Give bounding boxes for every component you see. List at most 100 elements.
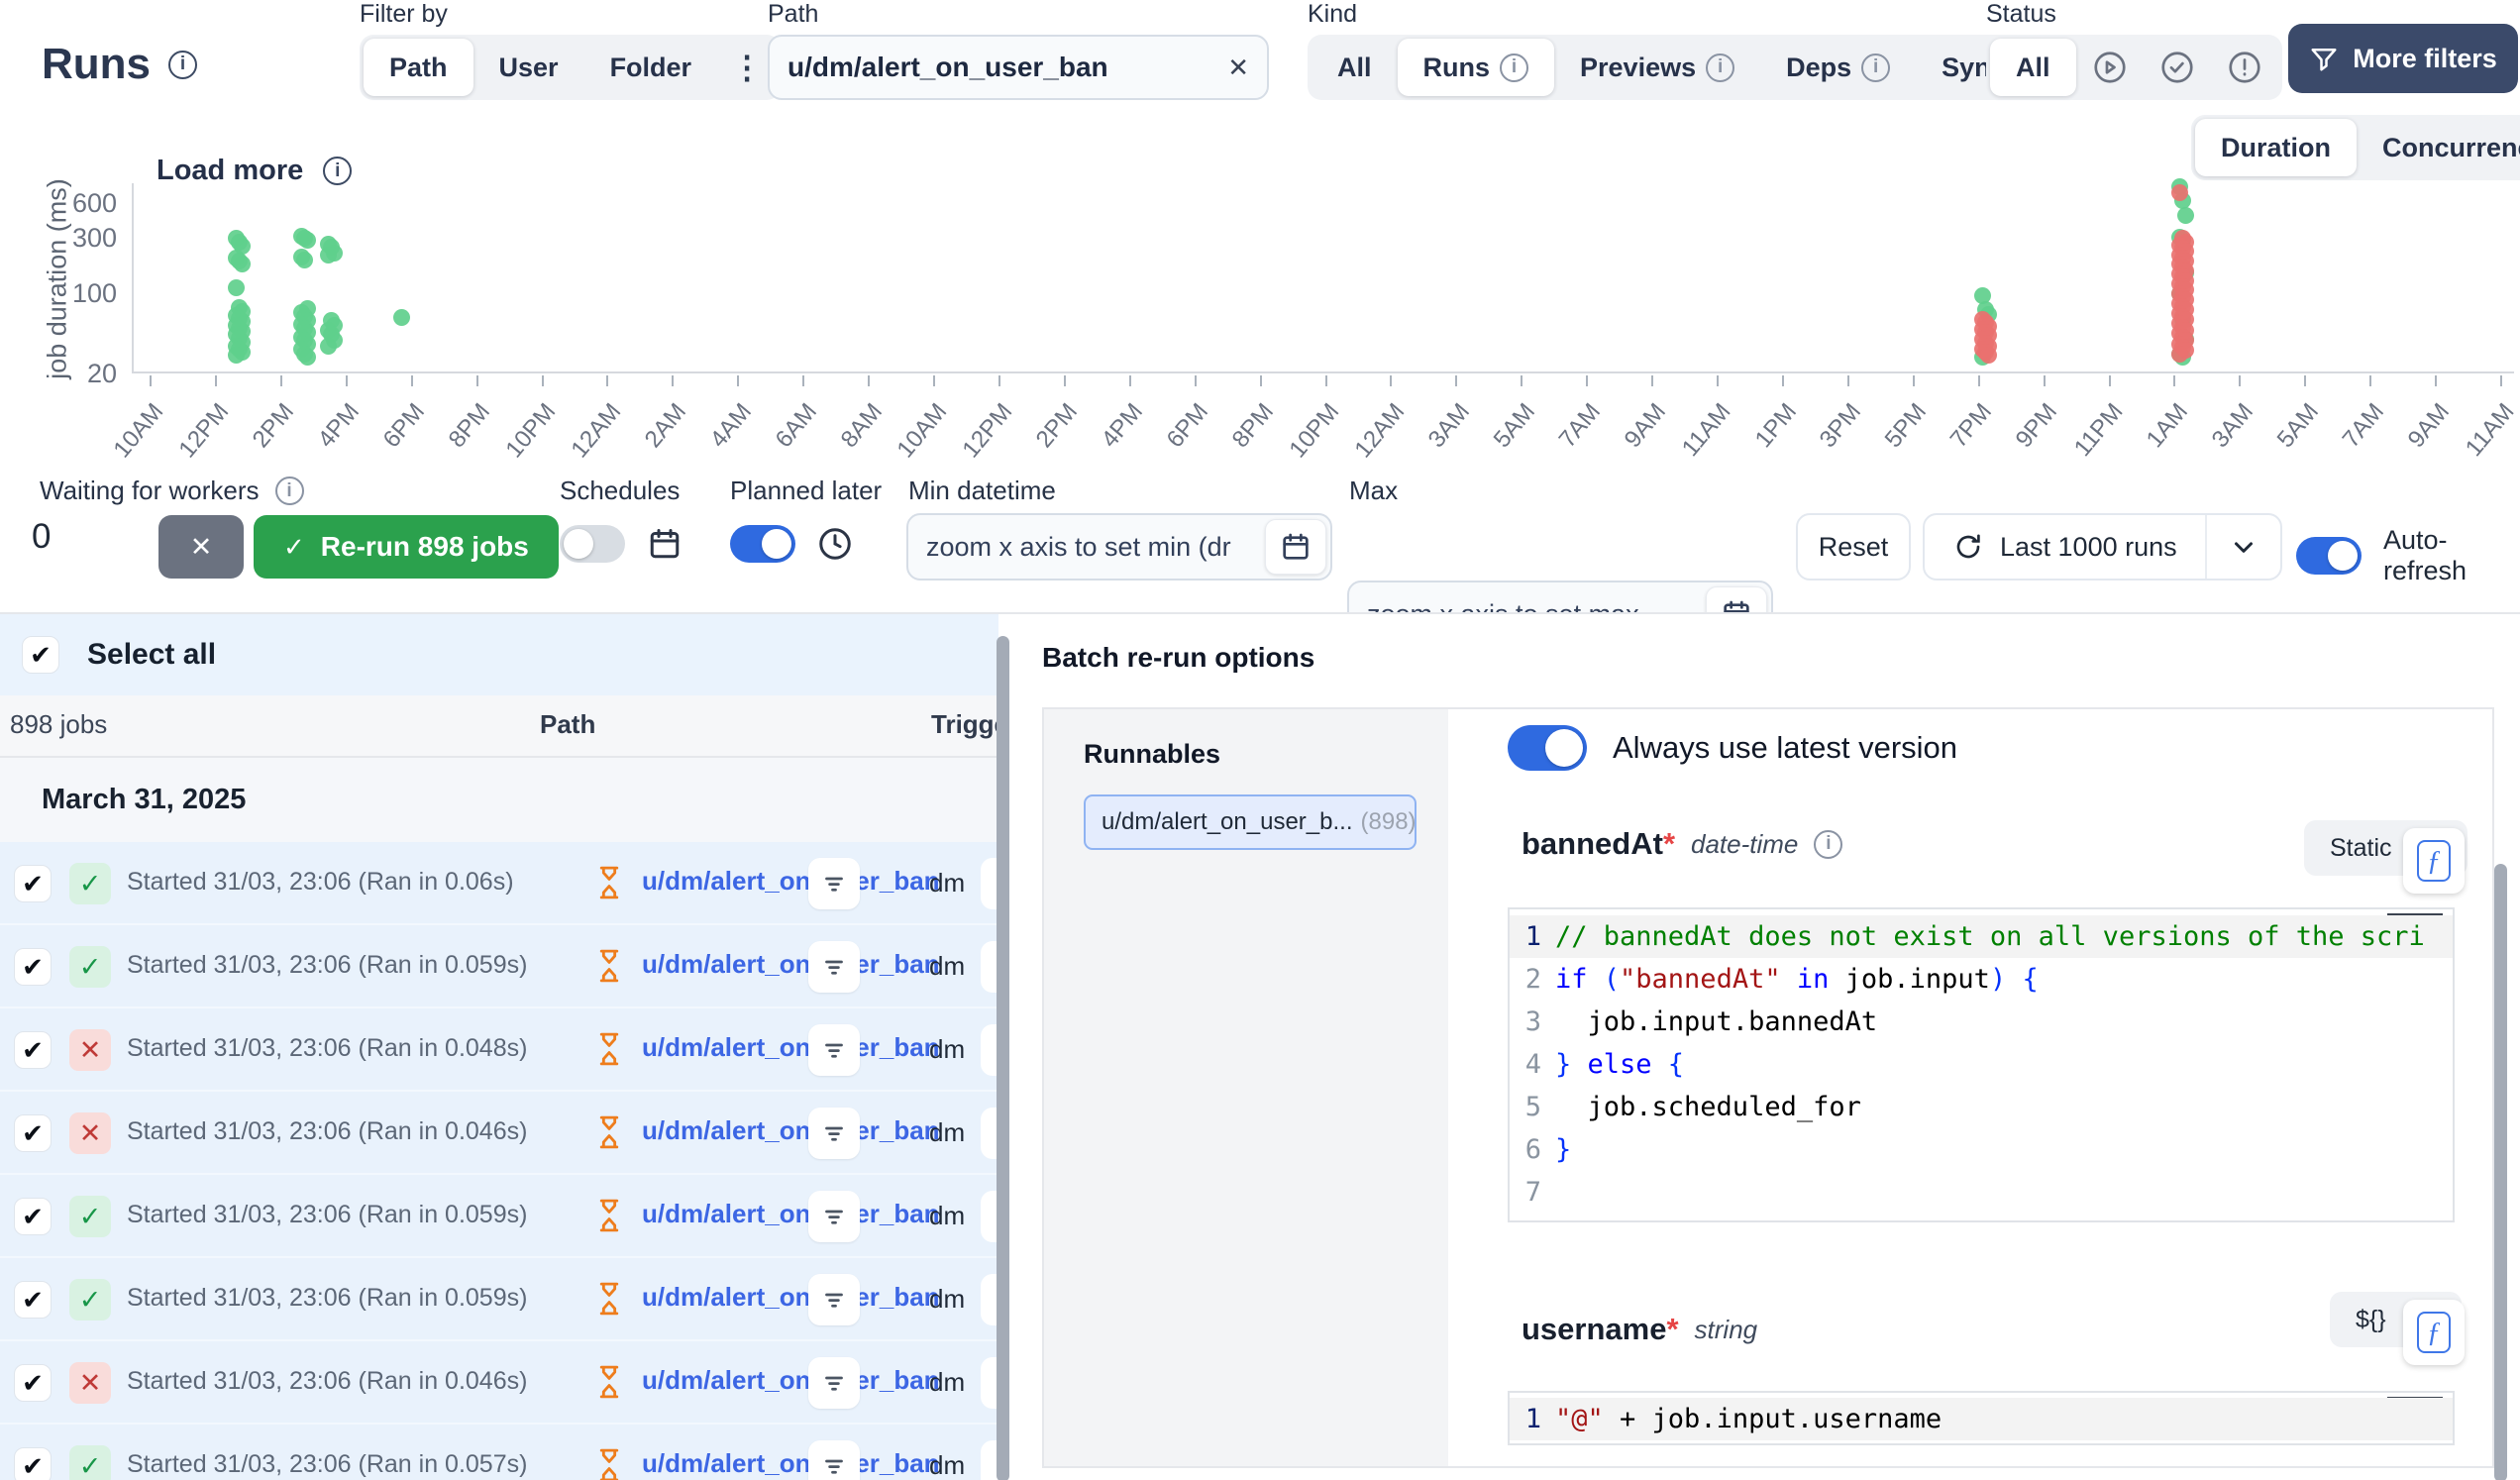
kind-deps-info-icon[interactable]: [1861, 53, 1891, 82]
row-filter-button[interactable]: [808, 1440, 860, 1480]
row-filter-button[interactable]: [808, 1357, 860, 1409]
more-filters-button[interactable]: More filters: [2288, 24, 2518, 93]
table-row[interactable]: ✓ Started 31/03, 23:06 (Ran in 0.057s) u/d…: [0, 1425, 998, 1480]
last-runs-button[interactable]: Last 1000 runs: [1925, 515, 2207, 579]
row-action-button-cut[interactable]: [981, 941, 998, 993]
row-checkbox[interactable]: [14, 1447, 52, 1480]
load-more-info-icon[interactable]: [323, 157, 353, 185]
runnable-chip[interactable]: u/dm/alert_on_user_b... (898): [1084, 794, 1417, 850]
path-filter-input[interactable]: u/dm/alert_on_user_ban: [768, 35, 1269, 100]
row-filter-button[interactable]: [808, 858, 860, 909]
row-path-link[interactable]: u/dm/alert_on_user_ban: [642, 1448, 940, 1478]
run-dot-success[interactable]: [295, 252, 313, 269]
row-filter-button[interactable]: [808, 1274, 860, 1325]
table-row[interactable]: ✓ Started 31/03, 23:06 (Ran in 0.059s) u/d…: [0, 1175, 998, 1258]
row-action-button-cut[interactable]: [981, 858, 998, 909]
row-action-button-cut[interactable]: [981, 1108, 998, 1159]
kind-all[interactable]: All: [1337, 52, 1372, 82]
bannedat-function-mode-button[interactable]: [2403, 828, 2465, 894]
row-checkbox[interactable]: [14, 1114, 52, 1152]
username-function-mode-button[interactable]: [2403, 1300, 2465, 1365]
run-dot-success[interactable]: [227, 279, 245, 297]
row-checkbox[interactable]: [14, 1281, 52, 1319]
table-scrollbar[interactable]: [997, 636, 1009, 1480]
row-filter-button[interactable]: [808, 1108, 860, 1159]
kind-runs[interactable]: Runs: [1397, 39, 1555, 96]
run-dot-failure[interactable]: [2171, 183, 2189, 201]
row-action-button-cut[interactable]: [981, 1440, 998, 1480]
path-filter-clear-icon[interactable]: [1227, 53, 1249, 83]
last-runs-dropdown-button[interactable]: [2207, 515, 2280, 579]
view-concurrency[interactable]: Concurrency: [2382, 132, 2520, 162]
min-datetime-calendar-button[interactable]: [1265, 519, 1326, 575]
bannedat-code-editor[interactable]: 1 // bannedAt does not exist on all versi…: [1508, 907, 2455, 1222]
code-line[interactable]: 5 job.scheduled_for: [1510, 1086, 2453, 1128]
row-checkbox[interactable]: [14, 1031, 52, 1069]
filter-by-folder[interactable]: Folder: [609, 52, 692, 82]
row-path-link[interactable]: u/dm/alert_on_user_ban: [642, 1032, 940, 1062]
row-filter-button[interactable]: [808, 1024, 860, 1076]
row-checkbox[interactable]: [14, 1198, 52, 1235]
code-line[interactable]: 2 if ("bannedAt" in job.input) {: [1510, 958, 2453, 1001]
code-line[interactable]: 3 job.input.bannedAt: [1510, 1001, 2453, 1043]
table-row[interactable]: ✓ Started 31/03, 23:06 (Ran in 0.059s) u/d…: [0, 1258, 998, 1341]
row-checkbox[interactable]: [14, 948, 52, 986]
status-all[interactable]: All: [1990, 39, 2076, 96]
schedules-toggle[interactable]: [560, 525, 625, 563]
code-line[interactable]: 7: [1510, 1171, 2453, 1214]
row-path-link[interactable]: u/dm/alert_on_user_ban: [642, 1282, 940, 1312]
panel-scrollbar[interactable]: [2494, 864, 2507, 1480]
code-line[interactable]: 4} else {: [1510, 1043, 2453, 1086]
row-path-link[interactable]: u/dm/alert_on_user_ban: [642, 1365, 940, 1395]
status-running-filter[interactable]: [2076, 39, 2144, 96]
status-failure-filter[interactable]: [2211, 39, 2278, 96]
latest-version-toggle[interactable]: [1508, 725, 1587, 771]
waiting-workers-info-icon[interactable]: [274, 476, 304, 505]
kind-deps[interactable]: Deps: [1760, 39, 1916, 96]
table-row[interactable]: ✓ Started 31/03, 23:06 (Ran in 0.059s) u/d…: [0, 925, 998, 1008]
row-filter-button[interactable]: [808, 941, 860, 993]
run-dot-success[interactable]: [319, 337, 337, 355]
row-action-button-cut[interactable]: [981, 1357, 998, 1409]
run-dot-success[interactable]: [319, 247, 337, 264]
select-all-row[interactable]: Select all: [0, 614, 998, 695]
table-row[interactable]: ✕ Started 31/03, 23:06 (Ran in 0.046s) u/d…: [0, 1341, 998, 1425]
run-dot-success[interactable]: [298, 232, 316, 250]
run-dot-success[interactable]: [2177, 206, 2195, 224]
row-path-link[interactable]: u/dm/alert_on_user_ban: [642, 1115, 940, 1145]
table-row[interactable]: ✓ Started 31/03, 23:06 (Ran in 0.06s) u/dm…: [0, 842, 998, 925]
run-dot-success[interactable]: [233, 256, 251, 273]
kind-previews-info-icon[interactable]: [1706, 53, 1735, 82]
status-success-filter[interactable]: [2144, 39, 2211, 96]
row-action-button-cut[interactable]: [981, 1191, 998, 1242]
view-duration[interactable]: Duration: [2195, 119, 2357, 176]
cancel-selection-button[interactable]: [158, 515, 244, 579]
run-dot-failure[interactable]: [2171, 345, 2189, 363]
run-dot-success[interactable]: [298, 349, 316, 367]
run-dot-success[interactable]: [392, 308, 410, 326]
load-more-button[interactable]: Load more: [157, 155, 353, 187]
kind-previews[interactable]: Previews: [1554, 39, 1760, 96]
row-action-button-cut[interactable]: [981, 1274, 998, 1325]
planned-later-toggle[interactable]: [730, 525, 795, 563]
username-code-editor[interactable]: 1 "@" + job.input.username: [1508, 1391, 2455, 1445]
code-line[interactable]: 1 // bannedAt does not exist on all versi…: [1510, 915, 2453, 958]
code-line[interactable]: 6}: [1510, 1128, 2453, 1171]
select-all-checkbox[interactable]: [22, 636, 59, 674]
rerun-jobs-button[interactable]: Re-run 898 jobs: [254, 515, 559, 579]
run-dot-failure[interactable]: [1979, 347, 1997, 365]
run-dot-success[interactable]: [227, 347, 245, 365]
row-checkbox[interactable]: [14, 1364, 52, 1402]
run-dot-success[interactable]: [1973, 287, 1991, 305]
kind-runs-info-icon[interactable]: [1500, 53, 1529, 82]
filter-by-path[interactable]: Path: [364, 39, 473, 96]
row-path-link[interactable]: u/dm/alert_on_user_ban: [642, 1199, 940, 1228]
table-row[interactable]: ✕ Started 31/03, 23:06 (Ran in 0.048s) u/d…: [0, 1008, 998, 1092]
auto-refresh-toggle[interactable]: [2296, 537, 2362, 575]
row-filter-button[interactable]: [808, 1191, 860, 1242]
scatter-plot[interactable]: [132, 177, 2514, 386]
row-path-link[interactable]: u/dm/alert_on_user_ban: [642, 949, 940, 979]
reset-button[interactable]: Reset: [1796, 513, 1911, 581]
code-line[interactable]: 1 "@" + job.input.username: [1510, 1398, 2453, 1440]
min-datetime-input[interactable]: zoom x axis to set min (dr: [906, 513, 1332, 581]
